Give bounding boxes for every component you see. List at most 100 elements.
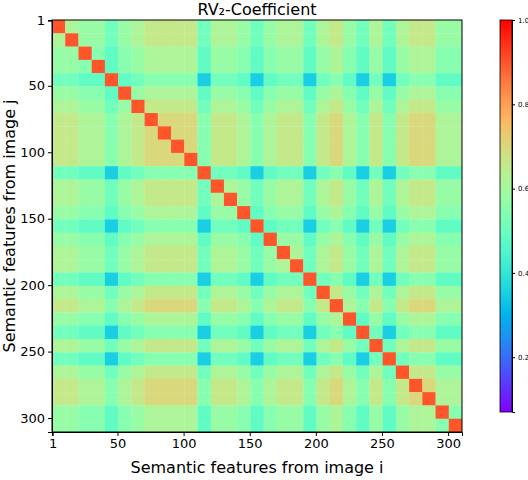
heatmap-cell	[197, 246, 211, 260]
heatmap-cell	[211, 273, 225, 287]
heatmap-cell	[290, 179, 304, 193]
heatmap-cell	[449, 100, 462, 114]
heatmap-cell	[237, 100, 251, 114]
heatmap-cell	[118, 47, 132, 61]
heatmap-cell	[383, 339, 397, 353]
heatmap-cell	[369, 206, 383, 220]
heatmap-cell	[197, 392, 211, 406]
heatmap-cell	[145, 419, 159, 432]
heatmap-cell	[264, 47, 278, 61]
heatmap-cell	[369, 86, 383, 100]
heatmap-cell	[250, 179, 264, 193]
heatmap-cell	[250, 100, 264, 114]
heatmap-cell	[92, 166, 106, 180]
heatmap-cell	[369, 60, 383, 74]
heatmap-cell	[290, 206, 304, 220]
heatmap-cell	[303, 326, 317, 340]
heatmap-cell	[330, 60, 344, 74]
heatmap-cell	[436, 193, 450, 207]
heatmap-cell	[277, 113, 291, 127]
heatmap-cell	[250, 86, 264, 100]
heatmap-cell	[356, 326, 370, 340]
heatmap-cell	[131, 113, 145, 127]
heatmap-cell	[145, 166, 159, 180]
heatmap-cell	[105, 246, 119, 260]
heatmap-cell	[145, 73, 159, 87]
heatmap-cell	[264, 113, 278, 127]
heatmap-cell	[158, 246, 172, 260]
heatmap-cell	[78, 179, 92, 193]
heatmap-cell	[330, 73, 344, 87]
heatmap-cell	[250, 299, 264, 313]
heatmap-cell	[171, 326, 185, 340]
heatmap-cell	[105, 126, 119, 140]
heatmap-cell	[409, 86, 423, 100]
heatmap-cell	[78, 246, 92, 260]
heatmap-cell	[78, 47, 92, 61]
heatmap-cell	[343, 179, 357, 193]
heatmap-cell	[197, 405, 211, 419]
heatmap-cell	[250, 219, 264, 233]
heatmap-cell	[158, 86, 172, 100]
heatmap-cell	[330, 47, 344, 61]
heatmap-cell	[422, 273, 436, 287]
heatmap-cell	[78, 286, 92, 300]
heatmap-cell	[277, 312, 291, 326]
heatmap-cell	[436, 405, 450, 419]
heatmap-cell	[65, 312, 79, 326]
plot-frame	[52, 20, 462, 432]
heatmap-cell	[224, 233, 238, 247]
heatmap-cell	[264, 326, 278, 340]
heatmap-cell	[65, 233, 79, 247]
heatmap-cell	[356, 259, 370, 273]
heatmap-cell	[118, 206, 132, 220]
heatmap-cell	[409, 113, 423, 127]
heatmap-cell	[303, 166, 317, 180]
heatmap-cell	[224, 140, 238, 154]
heatmap-cell	[118, 366, 132, 380]
x-tick-label: 250	[370, 436, 395, 451]
heatmap-cell	[422, 405, 436, 419]
heatmap-cell	[383, 33, 397, 47]
heatmap-cell	[131, 33, 145, 47]
heatmap-cell	[303, 86, 317, 100]
x-tick-label: 100	[172, 436, 197, 451]
heatmap-cell	[264, 379, 278, 393]
heatmap-cell	[237, 140, 251, 154]
heatmap-cell	[409, 219, 423, 233]
heatmap-cell	[422, 86, 436, 100]
heatmap-cell	[317, 246, 331, 260]
heatmap-cell	[131, 73, 145, 87]
heatmap-cell	[184, 33, 198, 47]
heatmap-cell	[449, 73, 462, 87]
heatmap-cell	[105, 166, 119, 180]
heatmap-cell	[303, 352, 317, 366]
heatmap-cell	[237, 73, 251, 87]
heatmap-cell	[131, 259, 145, 273]
heatmap-cell	[396, 20, 410, 34]
heatmap-cell	[224, 366, 238, 380]
heatmap-cell	[105, 326, 119, 340]
heatmap-cell	[65, 193, 79, 207]
heatmap-cell	[171, 179, 185, 193]
heatmap-cell	[356, 73, 370, 87]
heatmap-cell	[343, 419, 357, 432]
heatmap-cell	[277, 219, 291, 233]
heatmap-cell	[211, 126, 225, 140]
heatmap-cell	[52, 153, 66, 167]
heatmap-cell	[303, 47, 317, 61]
heatmap-cell	[330, 419, 344, 432]
heatmap-cell	[184, 312, 198, 326]
heatmap-cell	[65, 47, 79, 61]
heatmap-cell	[78, 419, 92, 432]
heatmap-cell	[396, 100, 410, 114]
heatmap-cell	[396, 60, 410, 74]
heatmap-cell	[250, 233, 264, 247]
heatmap-cell	[78, 60, 92, 74]
heatmap-cell	[343, 73, 357, 87]
heatmap-cell	[409, 259, 423, 273]
heatmap-cell	[52, 405, 66, 419]
heatmap-cell	[145, 392, 159, 406]
heatmap-cell	[145, 352, 159, 366]
heatmap-cell	[396, 179, 410, 193]
